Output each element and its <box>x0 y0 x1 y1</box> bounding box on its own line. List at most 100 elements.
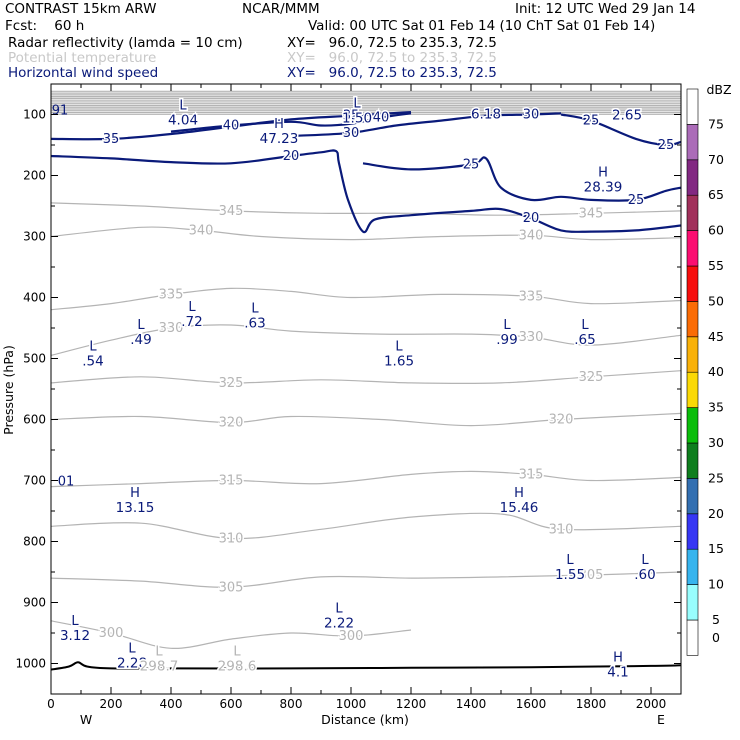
x-tick-label: 1000 <box>336 697 367 711</box>
extremum-value: 47.23 <box>260 131 299 147</box>
x-tick-label: 400 <box>160 697 183 711</box>
extremum-value: 1.50 <box>342 111 372 127</box>
extremum-marker-low: L <box>89 339 97 354</box>
field2-name: Potential temperature <box>8 50 157 66</box>
x-east-label: E <box>657 712 665 727</box>
extremum-marker-low: L <box>395 339 403 354</box>
colorbar-swatch <box>686 301 699 338</box>
field2-xy: XY= 96.0, 72.5 to 235.3, 72.5 <box>287 50 497 66</box>
contour-label-wind-25-m-s: 25 <box>463 158 480 173</box>
extremum-marker-high: H <box>274 117 284 132</box>
contour-theta-320-k <box>51 412 681 427</box>
colorbar-swatch <box>686 513 699 550</box>
y-tick-label: 200 <box>23 169 46 183</box>
colorbar-level-label: 75 <box>708 116 724 131</box>
contour-label-wind-40-m-s: 40 <box>223 118 240 133</box>
forecast-hour: Fcst: 60 h <box>5 18 85 34</box>
valid-time: Valid: 00 UTC Sat 01 Feb 14 (10 ChT Sat … <box>308 18 656 34</box>
extremum-marker-low: L <box>566 553 574 568</box>
extremum-value: 13.15 <box>116 500 155 516</box>
extremum-value: 6.18 <box>471 106 501 122</box>
contour-wind-35-m-s <box>51 111 412 141</box>
colorbar-swatch <box>686 336 699 373</box>
colorbar-swatch <box>686 478 699 515</box>
contour-label-wind-25-m-s: 25 <box>628 193 645 208</box>
extremum-marker-low: L <box>188 300 196 315</box>
colorbar-level-label: 40 <box>708 364 724 379</box>
plot-frame <box>50 83 682 695</box>
contour-label-wind-40-m-s: 40 <box>373 111 390 126</box>
init-time: Init: 12 UTC Wed 29 Jan 14 <box>515 1 696 17</box>
y-tick-label: 800 <box>23 535 46 549</box>
colorbar-units: dBZ <box>706 82 731 97</box>
extremum-marker-low: L <box>581 318 589 333</box>
extremum-value: 15.46 <box>500 500 539 516</box>
y-tick-label: 1000 <box>15 657 46 671</box>
colorbar-level-label: 5 <box>712 612 720 627</box>
extremum-value: .60 <box>634 567 655 583</box>
colorbar-level-label: 60 <box>708 223 724 238</box>
y-tick-label: 400 <box>23 291 46 305</box>
x-axis-label: Distance (km) <box>321 712 409 727</box>
extremum-value: 4.1 <box>607 665 628 681</box>
contour-label-wind-20-m-s-lower-boundary-: 20 <box>283 149 300 164</box>
colorbar-level-label: 50 <box>708 293 724 308</box>
colorbar-swatch <box>686 619 699 656</box>
extremum-value: .49 <box>130 332 151 348</box>
edge-label: 91 <box>52 104 69 119</box>
contour-theta-335-k <box>51 287 681 311</box>
colorbar-level-label: 70 <box>708 152 724 167</box>
contour-label-theta-310-k: 310 <box>549 522 574 537</box>
colorbar-swatch <box>686 159 699 196</box>
colorbar-swatch <box>686 124 699 161</box>
extremum-marker-low: L <box>503 318 511 333</box>
x-tick-label: 1400 <box>456 697 487 711</box>
contour-label-theta-330-k: 330 <box>519 330 544 345</box>
contour-label-theta-310-k: 310 <box>219 531 244 546</box>
contour-label-wind-25-m-s-east-: 25 <box>583 114 600 129</box>
axes: 0 200 400 600 800 1000 1200 1400 1600 1800 2000100… <box>15 83 682 711</box>
edge-label: 01 <box>58 475 75 490</box>
field3-name: Horizontal wind speed <box>8 65 159 81</box>
contour-label-wind-30-m-s: 30 <box>343 126 360 141</box>
y-tick-label: 700 <box>23 474 46 488</box>
contour-label-theta-335-k: 335 <box>159 287 184 302</box>
x-tick-label: 200 <box>100 697 123 711</box>
colorbar-level-label: 0 <box>712 630 720 645</box>
colorbar-swatch <box>686 407 699 444</box>
extremum-value: .99 <box>496 332 517 348</box>
extremum-value: 298.6 <box>218 658 257 674</box>
colorbar-swatch <box>686 371 699 408</box>
contour-label-theta-325-k: 325 <box>219 376 244 391</box>
colorbar-level-label: 25 <box>708 470 724 485</box>
contour-theta-310-k <box>51 512 681 540</box>
colorbar-level-label: 55 <box>708 258 724 273</box>
y-tick-label: 500 <box>23 352 46 366</box>
contour-wind-25-m-s-east- <box>560 113 681 147</box>
field1-xy: XY= 96.0, 72.5 to 235.3, 72.5 <box>287 35 497 51</box>
contour-wind-20-m-s-lower-boundary- <box>51 149 681 234</box>
extremum-value: .72 <box>181 314 202 330</box>
field3-xy: XY= 96.0, 72.5 to 235.3, 72.5 <box>287 65 497 81</box>
y-tick-label: 600 <box>23 413 46 427</box>
institution-label: NCAR/MMM <box>242 1 320 17</box>
contour-label-theta-335-k: 335 <box>519 289 544 304</box>
colorbar-level-label: 15 <box>708 541 724 556</box>
extremum-marker-high: H <box>613 651 623 666</box>
x-tick-label: 0 <box>47 697 55 711</box>
extremum-marker-low: L <box>128 641 136 656</box>
extremum-marker-low: L <box>353 97 361 112</box>
contour-theta-300-k <box>51 620 412 649</box>
contour-label-theta-325-k: 325 <box>579 370 604 385</box>
colorbar-swatch <box>686 88 699 125</box>
y-tick-label: 300 <box>23 230 46 244</box>
contour-theta-345-k <box>51 202 681 216</box>
x-tick-label: 1200 <box>396 697 427 711</box>
extremum-value: 28.39 <box>584 180 623 196</box>
extremum-marker-low: L <box>137 318 145 333</box>
extremum-value: .65 <box>574 332 595 348</box>
colorbar-swatch <box>686 230 699 267</box>
contour-label-theta-320-k: 320 <box>219 416 244 431</box>
contour-label-theta-305-k: 305 <box>219 580 244 595</box>
